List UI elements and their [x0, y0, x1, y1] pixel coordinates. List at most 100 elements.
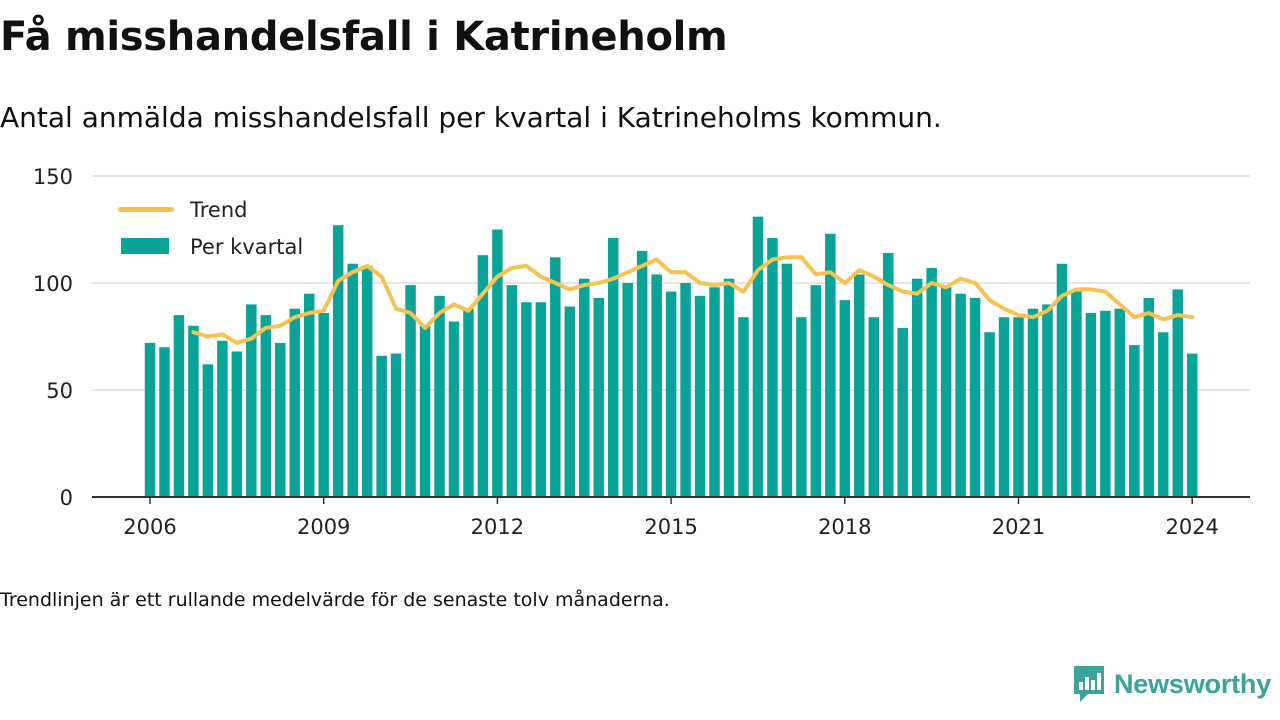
bar	[144, 342, 156, 497]
bar	[246, 304, 257, 497]
bar	[911, 278, 923, 497]
bar	[636, 250, 648, 497]
x-tick-label: 2006	[123, 515, 176, 539]
page-subtitle: Antal anmälda misshandelsfall per kvarta…	[0, 101, 942, 134]
bar	[738, 317, 749, 497]
axes: 0 50 100 150 2006 2009 2012 2015 2018 2021 2024	[33, 165, 1250, 539]
bar	[1056, 263, 1068, 497]
bar	[275, 342, 286, 497]
bar	[1085, 312, 1097, 497]
bar	[260, 315, 272, 497]
bar	[680, 283, 691, 497]
bar	[969, 297, 981, 497]
x-tick-label: 2009	[297, 515, 350, 539]
bar	[289, 308, 300, 497]
bar	[1013, 317, 1024, 497]
legend-trend-swatch	[118, 207, 174, 212]
bar	[882, 253, 894, 497]
bar	[1172, 289, 1183, 497]
bar	[173, 315, 185, 497]
bar	[1027, 308, 1039, 497]
bar	[231, 351, 243, 497]
bar	[926, 268, 937, 497]
bar	[188, 325, 199, 497]
y-tick-label: 50	[46, 379, 73, 403]
legend-bar-label: Per kvartal	[190, 235, 303, 259]
bar	[1071, 291, 1082, 497]
legend-trend-label: Trend	[189, 198, 247, 222]
bar	[1100, 310, 1111, 497]
bar	[303, 293, 315, 497]
bar	[521, 302, 532, 497]
bar	[868, 317, 879, 497]
x-tick-label: 2024	[1165, 515, 1218, 539]
bar	[463, 308, 474, 497]
bar	[550, 257, 561, 497]
bar	[984, 332, 995, 497]
legend: Trend Per kvartal	[118, 198, 303, 259]
bar	[579, 278, 590, 497]
bar-chart: 0 50 100 150 2006 2009 2012 2015 2018 2021 2024 Tr…	[33, 165, 1250, 539]
bar	[622, 283, 633, 497]
bar	[535, 302, 547, 497]
bar	[839, 300, 851, 497]
bar	[825, 233, 836, 497]
bar	[405, 285, 416, 497]
bar	[593, 297, 604, 497]
bar	[477, 255, 489, 497]
bar	[361, 265, 373, 497]
page-title: Få misshandelsfall i Katrineholm	[0, 14, 728, 60]
bar	[607, 238, 619, 497]
y-tick-label: 0	[60, 486, 73, 510]
bar	[434, 295, 445, 497]
bar	[390, 353, 402, 497]
bar	[767, 238, 778, 497]
bar	[651, 274, 662, 497]
x-tick-label: 2021	[992, 515, 1045, 539]
y-tick-label: 150	[33, 165, 73, 189]
bar	[564, 306, 576, 497]
x-tick-label: 2018	[818, 515, 871, 539]
trend-line-group	[191, 255, 1195, 345]
x-tick-label: 2012	[471, 515, 524, 539]
y-tick-label: 100	[33, 272, 73, 296]
bar	[1143, 297, 1155, 497]
bar	[202, 364, 214, 497]
bar	[1114, 308, 1126, 497]
bar	[492, 229, 503, 497]
bar	[1158, 332, 1169, 497]
bar	[694, 295, 706, 497]
bar	[1129, 345, 1140, 497]
legend-bar-swatch	[121, 238, 169, 254]
bar	[318, 312, 329, 497]
brand-name: Newsworthy	[1114, 668, 1272, 699]
trend-line	[191, 255, 1195, 345]
bar	[998, 317, 1010, 497]
brand-logo[interactable]: Newsworthy	[1072, 664, 1271, 704]
bar	[810, 285, 822, 497]
bar	[159, 347, 170, 497]
bar	[347, 263, 358, 497]
bar	[796, 317, 807, 497]
bar	[955, 293, 966, 497]
bar	[448, 321, 460, 497]
bar	[752, 216, 764, 497]
bar	[897, 327, 908, 497]
bar	[665, 291, 677, 497]
bar	[1042, 304, 1053, 497]
bar	[332, 225, 344, 497]
bar	[940, 287, 952, 497]
bar	[723, 278, 735, 497]
bar	[376, 355, 387, 497]
bar	[854, 274, 865, 497]
bar	[419, 325, 431, 497]
footnote: Trendlinjen är ett rullande medelvärde f…	[0, 589, 670, 611]
bar-chart-speech-bubble-icon	[1074, 666, 1104, 702]
bar	[1186, 353, 1198, 497]
x-tick-label: 2015	[644, 515, 697, 539]
bar	[781, 263, 793, 497]
bar	[506, 285, 518, 497]
bar	[709, 287, 720, 497]
bar	[217, 340, 228, 497]
